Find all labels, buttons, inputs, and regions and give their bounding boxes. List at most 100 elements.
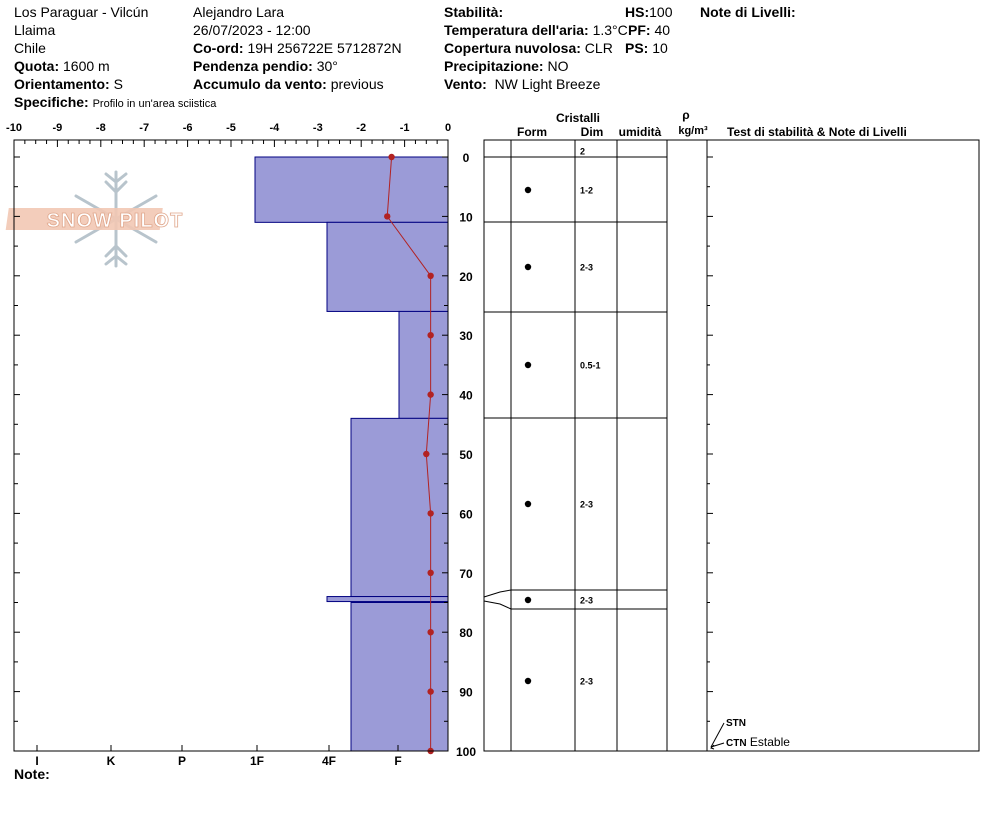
temp-tick-label: -2: [356, 122, 366, 134]
stability-test-note: Estable: [747, 735, 791, 749]
specifics-label: Specifiche:: [14, 94, 89, 110]
depth-tick-label: 30: [459, 329, 473, 343]
precip-label: Precipitazione:: [444, 58, 544, 74]
coord-value: 19H 256722E 5712872N: [247, 40, 402, 56]
datetime: 26/07/2023 - 12:00: [193, 22, 311, 38]
logo-text: SNOW PILOT: [47, 210, 184, 232]
precipitation: Precipitazione: NO: [444, 58, 568, 74]
stability-notes-header: Test di stabilità & Note di Livelli: [727, 125, 907, 139]
stability-label: Stabilità:: [444, 4, 504, 20]
stability-pointer: [710, 722, 725, 748]
depth-tick-label: 60: [459, 507, 473, 521]
slope-label: Pendenza pendio:: [193, 58, 313, 74]
crystal-size: 2-3: [580, 500, 593, 510]
left-axes: -10 -9 -8 -7 -6 -5 -4 -3 -2 -1 0010203040506070809…: [6, 122, 476, 768]
precip-value: NO: [547, 58, 569, 74]
observer: Alejandro Lara: [193, 4, 285, 20]
temperature-point: [423, 450, 430, 458]
moisture-header: umidità: [619, 125, 662, 139]
hardness-tick-label: 4F: [322, 754, 336, 768]
wind-value: NW Light Breeze: [494, 76, 601, 92]
wind-loading-value: previous: [330, 76, 384, 92]
stability-test: STN: [726, 718, 746, 729]
depth-tick-label: 90: [459, 686, 473, 700]
temp-tick-label: -7: [139, 122, 149, 134]
temperature-profile: [384, 153, 434, 755]
table-rows: 2 1-2 2-3 0.5-1 2-3 2-3 2-3: [483, 147, 667, 687]
location: Los Paraguar - Vilcún: [14, 4, 149, 20]
coordinates: Co-ord: 19H 256722E 5712872N: [193, 40, 402, 56]
sky-label: Copertura nuvolosa:: [444, 40, 581, 56]
stability-test: CTN Estable: [726, 735, 790, 749]
hardness-tick-label: P: [178, 754, 186, 768]
crystal-size: 1-2: [580, 186, 593, 196]
temp-tick-label: -9: [53, 122, 63, 134]
stability-tests: STN CTN Estable: [710, 718, 790, 750]
temperature-point: [427, 688, 434, 695]
slope-value: 30°: [316, 58, 338, 74]
notes-ticks: [707, 156, 713, 752]
air-temp-value: 1.3°C: [592, 22, 628, 38]
stability-test-code: STN: [726, 718, 746, 729]
crystal-form-round: [524, 361, 532, 369]
rho-header: ρ: [682, 108, 689, 122]
layer-connector: [483, 589, 512, 598]
ps-value: 10: [652, 40, 668, 56]
elevation: Quota: 1600 m: [14, 58, 110, 74]
depth-tick-label: 0: [463, 151, 470, 165]
table-frame: [483, 139, 980, 752]
hardness-bar: [326, 596, 449, 603]
crystal-form-round: [524, 677, 532, 685]
elevation-value: 1600 m: [63, 58, 110, 74]
depth-tick-label: 70: [459, 567, 473, 581]
temperature-point: [427, 391, 434, 398]
ps-label: PS:: [625, 40, 649, 56]
note-label: Note:: [14, 766, 50, 782]
temp-tick-label: -10: [6, 122, 22, 134]
snowpilot-logo: SNOW PILOT: [5, 170, 184, 268]
density-unit-header: kg/m³: [678, 125, 708, 137]
temperature-point: [384, 213, 391, 220]
hardness-tick-label: I: [35, 754, 38, 768]
depth-tick-label: 100: [456, 745, 476, 759]
temperature-point: [427, 272, 434, 279]
layer-table: Cristalli Form Dim umidità ρ kg/m³ Test …: [483, 108, 980, 752]
temperature-point: [427, 332, 434, 339]
specifics-value: Profilo in un'area sciistica: [92, 98, 217, 110]
layer-notes-label: Note di Livelli:: [700, 4, 796, 20]
crystal-form-round: [524, 263, 532, 271]
aspect-label: Orientamento:: [14, 76, 110, 92]
crystal-form-round: [524, 186, 532, 194]
temp-tick-label: -1: [400, 122, 410, 134]
temp-tick-label: 0: [445, 122, 451, 134]
crystal-size: 2-3: [580, 263, 593, 273]
crystal-form-round: [524, 596, 532, 604]
aspect-value: S: [113, 76, 123, 92]
hardness-tick-label: K: [107, 754, 116, 768]
slope: Pendenza pendio: 30°: [193, 58, 338, 74]
hardness-tick-label: 1F: [250, 754, 264, 768]
specifics: Specifiche: Profilo in un'area sciistica: [14, 94, 216, 112]
crystals-header: Cristalli: [556, 111, 600, 125]
depth-tick-label: 50: [459, 448, 473, 462]
temp-tick-label: -5: [226, 122, 236, 134]
crystal-size: 2-3: [580, 677, 593, 687]
hardness-bar: [254, 156, 449, 223]
air-temp-label: Temperatura dell'aria:: [444, 22, 589, 38]
crystal-form-round: [524, 500, 532, 508]
stability-test-code: CTN: [726, 738, 747, 749]
hardness-bar: [326, 221, 449, 312]
crystal-size: 2: [580, 147, 585, 157]
hardness-bar: [350, 417, 449, 598]
temperature-point: [427, 569, 434, 576]
temperature-point: [427, 510, 434, 517]
coord-label: Co-ord:: [193, 40, 244, 56]
crystal-size: 0.5-1: [580, 361, 601, 371]
form-header: Form: [517, 125, 547, 139]
hs-label: HS:: [625, 4, 650, 20]
temperature-point: [427, 629, 434, 636]
pf-label: PF:: [628, 22, 651, 38]
temperature-point: [388, 153, 395, 161]
depth-tick-label: 20: [459, 270, 473, 284]
